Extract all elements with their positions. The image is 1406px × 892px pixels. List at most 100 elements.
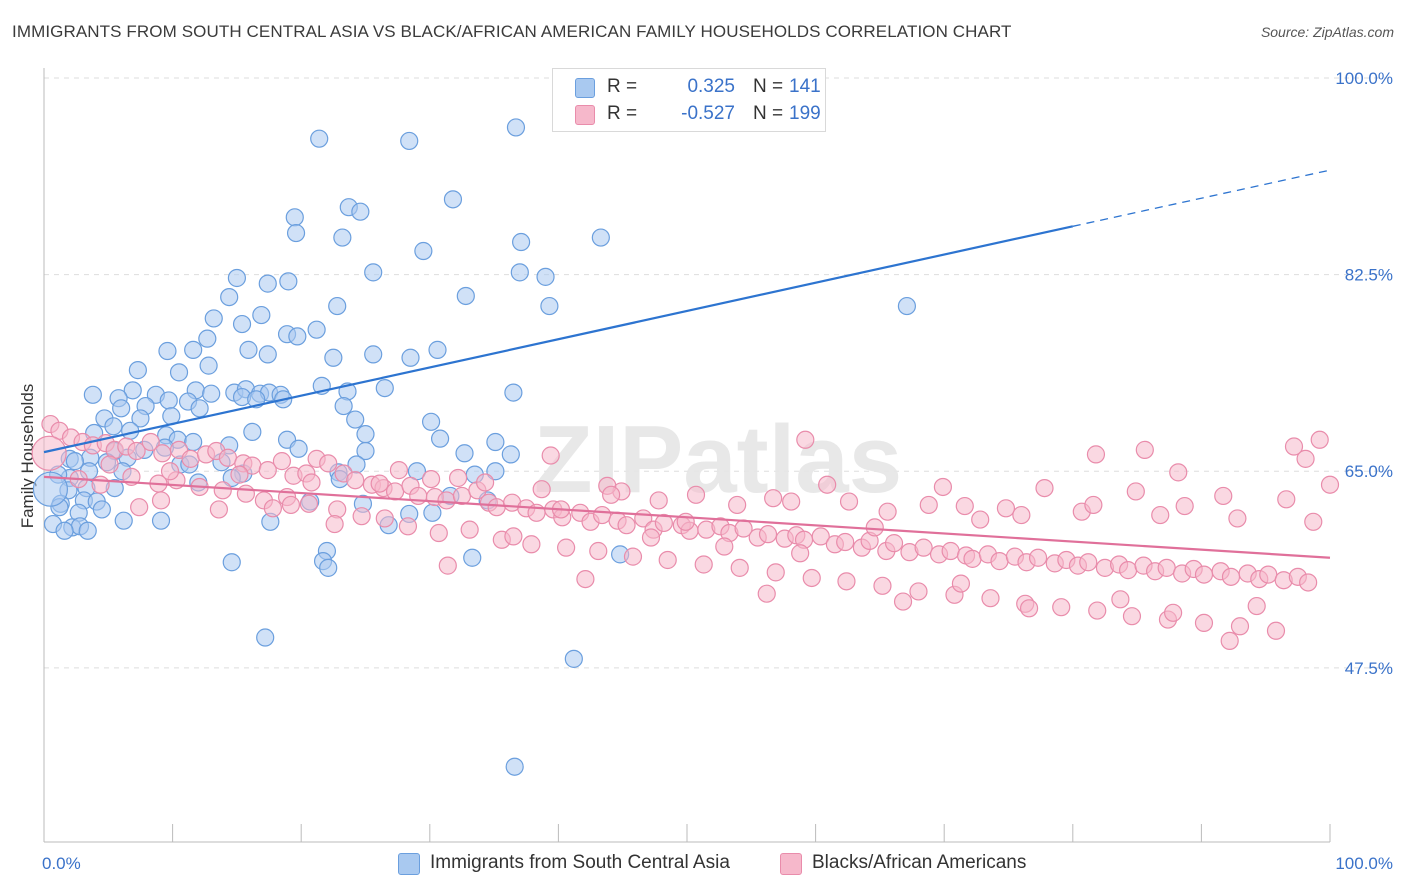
data-point [151,491,171,510]
data-point [258,461,277,480]
data-point [1259,565,1278,584]
data-point [153,444,172,463]
data-point [114,511,133,530]
data-point [460,520,479,539]
data-point [236,484,256,503]
data-point [263,499,283,518]
data-point [564,649,583,668]
data-point [169,363,189,382]
data-point [1012,505,1031,525]
data-point [589,541,608,561]
data-point [130,498,149,517]
data-point [1084,495,1103,515]
data-point [623,547,643,566]
data-point [1194,613,1214,633]
data-point [227,268,246,288]
data-point [1079,553,1098,572]
data-point [836,532,855,552]
data-point [319,558,338,577]
data-point [213,481,232,500]
data-point [302,473,321,492]
data-point [1175,496,1194,516]
data-point [256,628,275,647]
data-point [791,544,810,563]
data-point [796,430,815,449]
data-point [400,131,419,151]
data-point [428,340,447,359]
y-tick-label: 47.5% [1345,659,1393,678]
data-point [576,569,595,589]
data-point [1228,509,1247,528]
data-point [356,425,375,444]
data-point [1221,567,1241,586]
data-point [232,314,252,334]
data-point [909,582,928,601]
data-point [649,491,668,510]
data-point [557,538,576,557]
data-point [593,505,612,525]
data-point [996,499,1016,518]
trend-line-pink [43,475,1331,559]
x-tick-labels: 0.0% 100.0% [42,854,1393,873]
data-point [540,296,559,316]
data-point [654,513,673,533]
data-point [486,462,505,481]
trend-lines [43,169,1331,559]
data-point [757,584,776,603]
data-point [181,449,200,468]
data-point [104,417,123,436]
data-point-large [31,435,67,471]
legend-swatch-pink [575,105,595,125]
data-point [730,558,749,577]
data-point [151,511,171,530]
data-point [1169,463,1188,482]
data-point [963,549,982,568]
data-point [1151,505,1170,525]
data-point [184,340,203,359]
y-tick-labels: 47.5% 65.0% 82.5% 100.0% [1335,69,1393,678]
data-point [279,272,298,291]
data-point [346,410,365,429]
series-blacks-african-americans [31,414,1340,650]
legend-swatch-blue [575,78,595,98]
data-point [352,507,371,526]
data-point [389,461,409,480]
data-point [617,516,636,535]
data-point [199,356,218,375]
data-point [981,589,1000,608]
data-point [398,517,418,536]
data-point [933,477,953,497]
data-point [1299,573,1318,592]
y-tick-label: 65.0% [1345,462,1393,481]
data-point [421,412,441,431]
data-point [1118,561,1138,580]
data-point [990,552,1009,571]
data-point [375,378,394,398]
data-point [78,521,97,540]
x-tick-label: 100.0% [1335,854,1393,873]
data-point [897,296,917,316]
source-label: Source: ZipAtlas.com [1260,24,1394,40]
data-point [409,486,428,506]
data-point [310,129,329,148]
data-point [456,286,475,306]
data-point [443,190,463,209]
legend-n-label: N = [753,76,784,97]
data-point [91,475,110,494]
data-point [112,399,131,418]
data-point [694,555,713,574]
data-point [686,485,706,504]
data-point [220,287,239,307]
data-point [1284,437,1304,456]
data-point [971,510,990,529]
data-point [92,500,111,519]
data-point [204,309,223,328]
data-point [504,383,523,402]
data-point [423,503,442,522]
data-point [955,496,974,516]
data-point [865,518,884,537]
data-point [510,263,529,282]
watermark: ZIPatlas [534,406,902,513]
data-point [243,422,262,442]
